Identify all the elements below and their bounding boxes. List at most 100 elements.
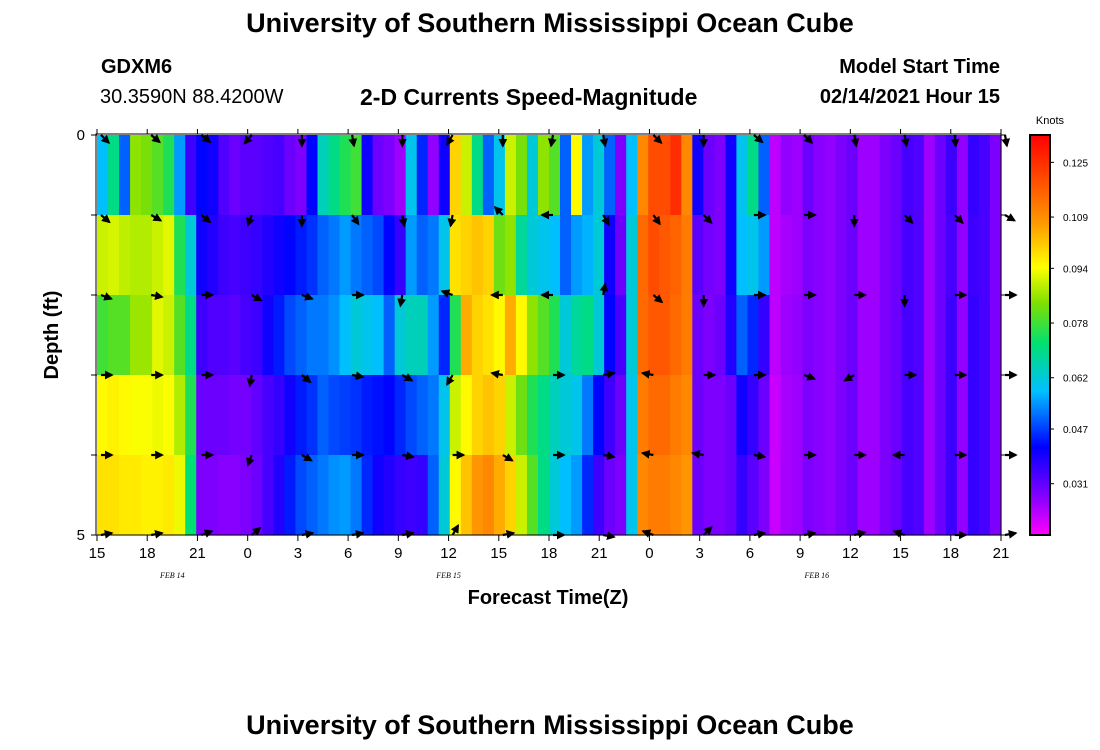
- heatmap-cell: [934, 455, 947, 536]
- heatmap-cell: [185, 215, 197, 296]
- heatmap-cell: [901, 135, 914, 216]
- heatmap-cell: [229, 455, 241, 536]
- current-vector-arrow: [398, 214, 408, 228]
- heatmap-cell: [626, 215, 638, 296]
- heatmap-cell: [791, 375, 804, 456]
- heatmap-cell: [526, 215, 539, 296]
- heatmap-cell: [549, 135, 561, 216]
- page-title: University of Southern Mississippi Ocean…: [246, 8, 854, 38]
- heatmap-cell: [681, 135, 693, 216]
- heatmap-cell: [295, 215, 308, 296]
- heatmap-cell: [438, 455, 451, 536]
- heatmap-cell: [394, 375, 407, 456]
- heatmap-cell: [218, 295, 230, 376]
- heatmap-cell: [692, 215, 704, 296]
- current-vector-arrow: [150, 134, 161, 144]
- heatmap-cell: [306, 375, 319, 456]
- heatmap-cell: [659, 455, 671, 536]
- heatmap-cell: [571, 215, 583, 296]
- heatmap-cell: [923, 135, 936, 216]
- heatmap-cell: [350, 295, 363, 376]
- heatmap-cell: [130, 455, 142, 536]
- heatmap-cell: [119, 215, 131, 296]
- heatmap-cell: [317, 455, 330, 536]
- heatmap-cell: [262, 215, 274, 296]
- current-vector-arrow: [440, 289, 453, 298]
- heatmap-cell: [284, 455, 297, 536]
- heatmap-cell: [240, 215, 252, 296]
- heatmap-cell: [339, 295, 352, 376]
- heatmap-cell: [901, 375, 914, 456]
- heatmap-cell: [449, 375, 462, 456]
- heatmap-cell: [350, 455, 363, 536]
- heatmap-cell: [824, 215, 837, 296]
- heatmap-cell: [549, 455, 561, 536]
- heatmap-cell: [427, 455, 440, 536]
- heatmap-cell: [857, 215, 870, 296]
- heatmap-cell: [989, 135, 1002, 216]
- footer-title: University of Southern Mississippi Ocean…: [246, 710, 854, 740]
- colorbar-tick-label: 0.031: [1063, 480, 1088, 491]
- heatmap-cell: [383, 455, 396, 536]
- x-axis-label: Forecast Time(Z): [468, 587, 629, 609]
- heatmap-cell: [681, 455, 693, 536]
- heatmap-cell: [725, 455, 738, 536]
- heatmap-cell: [438, 375, 451, 456]
- heatmap-cell: [945, 375, 958, 456]
- heatmap-cell: [537, 455, 550, 536]
- current-vector-arrow: [640, 369, 654, 379]
- heatmap-cell: [97, 375, 109, 456]
- heatmap-cell: [339, 455, 352, 536]
- heatmap-cell: [659, 375, 671, 456]
- heatmap-cell: [582, 135, 594, 216]
- heatmap-cell: [813, 215, 826, 296]
- heatmap-cell: [912, 295, 925, 376]
- heatmap-cell: [912, 135, 925, 216]
- y-tick-label: 0: [77, 127, 85, 144]
- colorbar-label: Knots: [1036, 115, 1065, 127]
- current-vector-arrow: [702, 214, 713, 225]
- heatmap-cell: [659, 135, 671, 216]
- current-vector-arrow: [446, 374, 455, 387]
- heatmap-cell: [493, 375, 506, 456]
- heatmap-cell: [218, 455, 230, 536]
- heatmap-cell: [813, 455, 826, 536]
- heatmap-cell: [670, 215, 682, 296]
- heatmap-cell: [207, 295, 219, 376]
- x-tick-label: 6: [746, 545, 754, 562]
- colorbar-tick-label: 0.125: [1063, 158, 1088, 169]
- heatmap-cell: [163, 455, 175, 536]
- current-vector-arrow: [502, 453, 514, 462]
- heatmap-cell: [317, 375, 330, 456]
- heatmap-cell: [229, 215, 241, 296]
- heatmap-cell: [681, 375, 693, 456]
- current-vector-arrow: [100, 134, 111, 145]
- heatmap-cell: [438, 135, 451, 216]
- heatmap-cell: [956, 295, 969, 376]
- heatmap-cell: [130, 295, 142, 376]
- current-vector-arrow: [246, 374, 256, 388]
- x-tick-label: 3: [294, 545, 302, 562]
- current-vector-arrow: [150, 213, 163, 222]
- current-vector-arrow: [402, 451, 415, 461]
- heatmap-cell: [582, 295, 594, 376]
- heatmap-cell: [978, 375, 991, 456]
- heatmap-cell: [736, 375, 749, 456]
- heatmap-cell: [185, 295, 197, 376]
- heatmap-cell: [571, 295, 583, 376]
- heatmap-cell: [769, 375, 782, 456]
- current-vector-arrow: [351, 371, 365, 381]
- heatmap-cell: [394, 295, 407, 376]
- heatmap-cell: [626, 295, 638, 376]
- heatmap-cell: [482, 295, 495, 376]
- heatmap-cell: [482, 375, 495, 456]
- heatmap-cell: [802, 295, 815, 376]
- heatmap-cell: [372, 295, 385, 376]
- chart-title: 2-D Currents Speed-Magnitude: [360, 84, 698, 110]
- heatmap-cell: [857, 295, 870, 376]
- heatmap-cell: [108, 295, 120, 376]
- heatmap-cell: [670, 295, 682, 376]
- heatmap-cell: [284, 295, 297, 376]
- heatmap-cell: [736, 295, 749, 376]
